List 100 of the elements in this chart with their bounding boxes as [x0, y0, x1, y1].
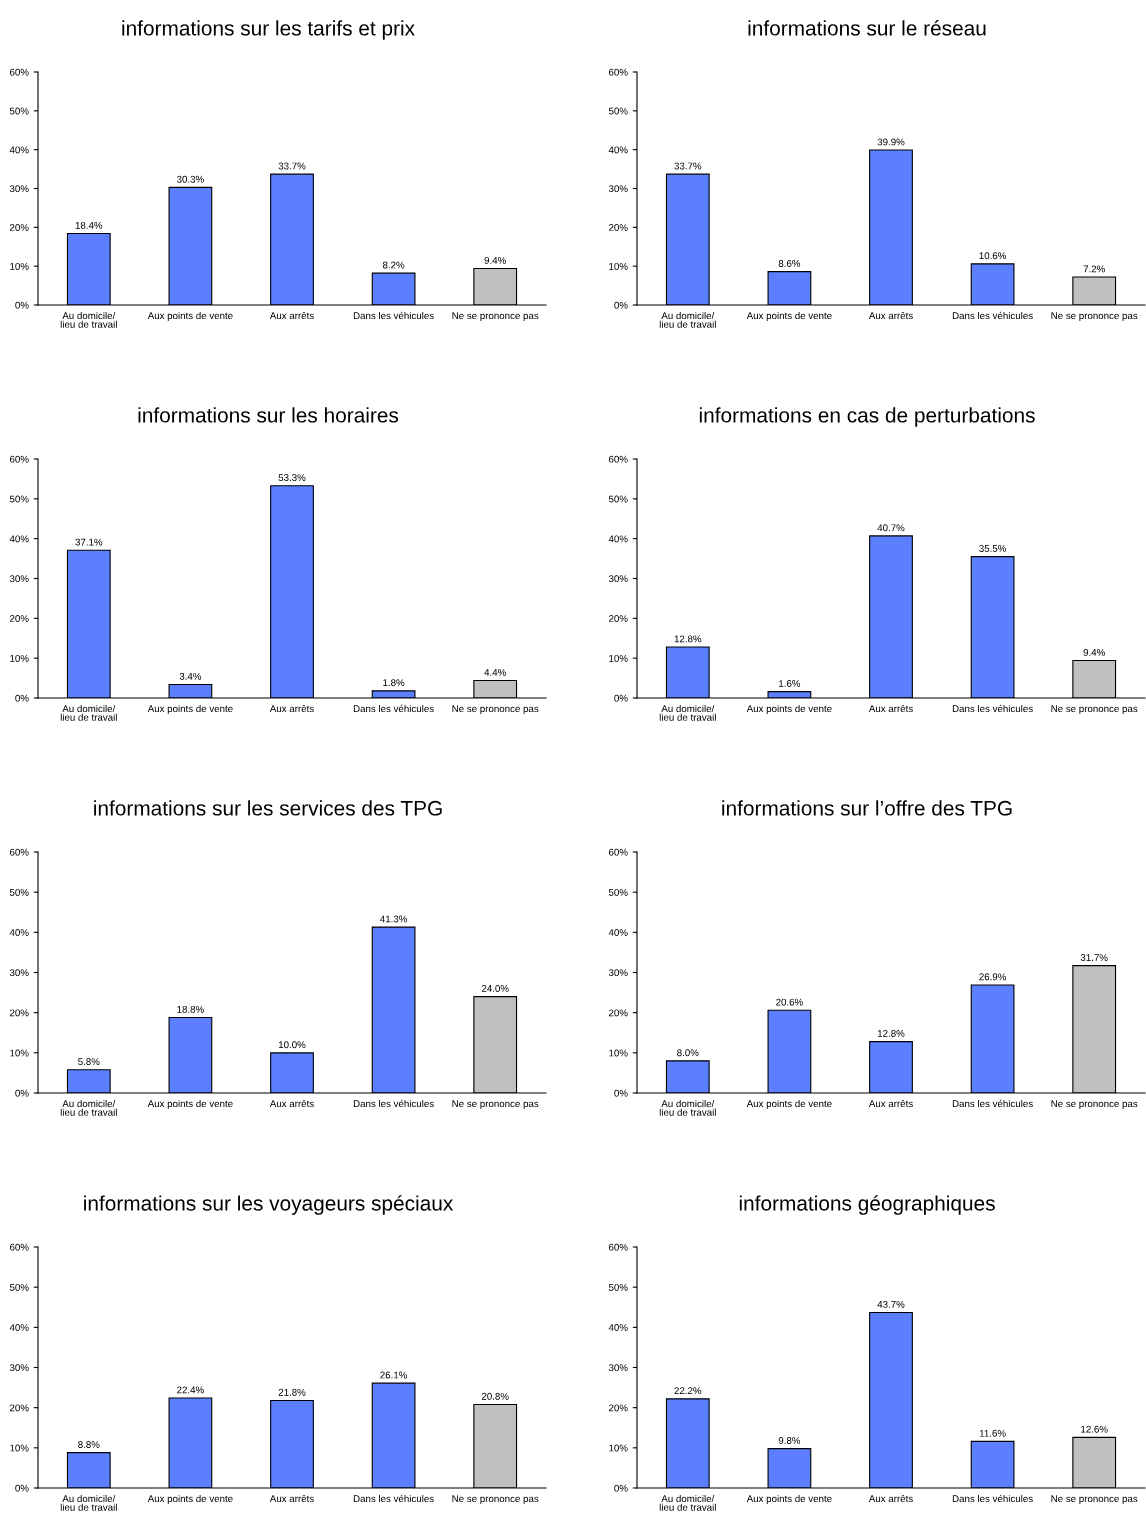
- data-label: 10.6%: [979, 252, 1007, 260]
- data-label: 8.0%: [677, 1049, 699, 1057]
- x-tick-label: Ne se prononce pas: [1051, 705, 1138, 715]
- y-tick-label: 60%: [609, 455, 628, 463]
- x-tick-label: Aux arrêts: [868, 1099, 913, 1108]
- data-label: 8.6%: [778, 260, 801, 267]
- x-tick-label: Ne se prononce pas: [1051, 312, 1138, 322]
- x-tick-label: Ne se prononce pas: [1051, 1100, 1138, 1110]
- data-label: 18.4%: [75, 221, 103, 229]
- x-tick-label: Au domicile/ lieu de travail: [60, 704, 117, 721]
- x-tick-label: Dans les véhicules: [353, 1099, 434, 1108]
- x-tick-label: Ne se prononce pas: [452, 1100, 539, 1110]
- x-tick-label: Au domicile/ lieu de travail: [60, 311, 117, 328]
- data-label: 5.8%: [78, 1058, 100, 1065]
- data-label: 33.7%: [674, 162, 702, 170]
- y-tick-label: 0%: [15, 1484, 29, 1492]
- x-tick-label: Aux points de vente: [746, 1099, 832, 1110]
- x-tick-label: Aux points de vente: [147, 1099, 233, 1110]
- y-tick-label: 20%: [10, 1404, 29, 1412]
- x-tick-label: Aux arrêts: [269, 1494, 314, 1503]
- x-tick-label: Au domicile/ lieu de travail: [659, 311, 716, 328]
- data-label: 39.9%: [877, 138, 905, 146]
- y-tick-label: 40%: [608, 535, 628, 543]
- y-tick-label: 30%: [9, 969, 29, 977]
- chart-title: informations sur les services des TPG: [94, 800, 442, 816]
- chart-title: informations sur l’offre des TPG: [722, 800, 1012, 816]
- data-label: 10.0%: [278, 1041, 306, 1049]
- data-label: 22.2%: [674, 1387, 702, 1395]
- y-tick-label: 10%: [10, 262, 29, 270]
- data-label: 20.8%: [481, 1392, 509, 1400]
- x-tick-label: Au domicile/ lieu de travail: [659, 704, 716, 721]
- y-tick-label: 30%: [608, 185, 628, 193]
- x-tick-label: Aux points de vente: [147, 704, 233, 715]
- y-tick-label: 10%: [10, 1444, 29, 1452]
- data-label: 9.4%: [484, 256, 506, 264]
- y-tick-label: 40%: [608, 929, 628, 936]
- x-tick-label: Aux points de vente: [147, 1494, 233, 1505]
- y-tick-label: 60%: [609, 848, 628, 856]
- data-label: 8.8%: [78, 1441, 100, 1448]
- y-tick-label: 40%: [9, 146, 29, 154]
- x-tick-label: Dans les véhicules: [952, 1099, 1033, 1108]
- y-tick-label: 30%: [608, 575, 628, 583]
- y-tick-label: 60%: [10, 848, 29, 856]
- chart-title: informations géographiques: [739, 1195, 995, 1215]
- x-tick-label: Ne se prononce pas: [1051, 1495, 1138, 1505]
- data-label: 30.3%: [176, 175, 204, 183]
- data-label: 33.7%: [278, 162, 306, 170]
- y-tick-label: 10%: [10, 654, 29, 662]
- x-tick-label: Aux points de vente: [147, 311, 233, 322]
- y-tick-label: 30%: [9, 1364, 29, 1372]
- x-tick-label: Au domicile/ lieu de travail: [659, 1494, 716, 1511]
- x-tick-label: Aux points de vente: [746, 311, 832, 322]
- x-tick-label: Ne se prononce pas: [452, 312, 539, 322]
- y-tick-label: 50%: [9, 1283, 29, 1291]
- y-tick-label: 40%: [9, 929, 29, 936]
- y-tick-label: 20%: [609, 615, 628, 622]
- y-tick-label: 20%: [10, 1009, 29, 1017]
- x-tick-label: Aux arrêts: [269, 704, 314, 713]
- y-tick-label: 30%: [608, 1364, 628, 1372]
- x-tick-label: Dans les véhicules: [952, 704, 1033, 713]
- x-tick-label: Au domicile/ lieu de travail: [60, 1099, 117, 1116]
- chart-title: informations en cas de perturbations: [699, 407, 1035, 427]
- chart-title: informations sur les horaires: [138, 407, 399, 423]
- chart-title: informations sur les voyageurs spéciaux: [84, 1195, 454, 1215]
- x-tick-label: Aux points de vente: [746, 704, 832, 715]
- y-tick-label: 0%: [614, 1089, 628, 1097]
- data-label: 8.2%: [382, 261, 405, 269]
- data-label: 12.8%: [877, 1030, 905, 1037]
- data-label: 9.4%: [1083, 648, 1105, 656]
- y-tick-label: 40%: [608, 146, 628, 154]
- data-label: 35.5%: [979, 545, 1007, 552]
- x-tick-label: Dans les véhicules: [353, 704, 434, 713]
- y-tick-label: 10%: [609, 1049, 628, 1057]
- x-tick-label: Dans les véhicules: [952, 1494, 1033, 1503]
- y-tick-label: 20%: [609, 1404, 628, 1412]
- y-tick-label: 50%: [608, 495, 628, 503]
- x-tick-label: Au domicile/ lieu de travail: [659, 1099, 716, 1116]
- y-tick-label: 50%: [9, 888, 29, 896]
- x-tick-label: Aux arrêts: [868, 704, 913, 713]
- data-label: 1.8%: [383, 679, 405, 687]
- data-label: 41.3%: [380, 915, 408, 923]
- y-tick-label: 20%: [609, 1009, 628, 1017]
- data-label: 11.6%: [979, 1429, 1006, 1437]
- data-label: 18.8%: [177, 1005, 204, 1013]
- y-tick-label: 50%: [608, 888, 628, 896]
- chart-title: informations sur le réseau: [748, 20, 986, 36]
- x-tick-label: Aux arrêts: [868, 311, 913, 320]
- x-tick-label: Aux points de vente: [746, 1494, 832, 1505]
- y-tick-label: 0%: [614, 1484, 628, 1492]
- y-tick-label: 40%: [608, 1324, 628, 1331]
- y-tick-label: 50%: [9, 107, 29, 115]
- data-label: 31.7%: [1080, 954, 1108, 961]
- x-tick-label: Aux arrêts: [868, 1494, 913, 1503]
- y-tick-label: 60%: [10, 1243, 29, 1251]
- y-tick-label: 50%: [608, 1283, 628, 1291]
- y-tick-label: 10%: [609, 262, 628, 270]
- y-tick-label: 20%: [609, 224, 628, 231]
- x-tick-label: Aux arrêts: [269, 311, 314, 320]
- y-tick-label: 20%: [10, 615, 29, 622]
- x-tick-label: Dans les véhicules: [353, 311, 434, 320]
